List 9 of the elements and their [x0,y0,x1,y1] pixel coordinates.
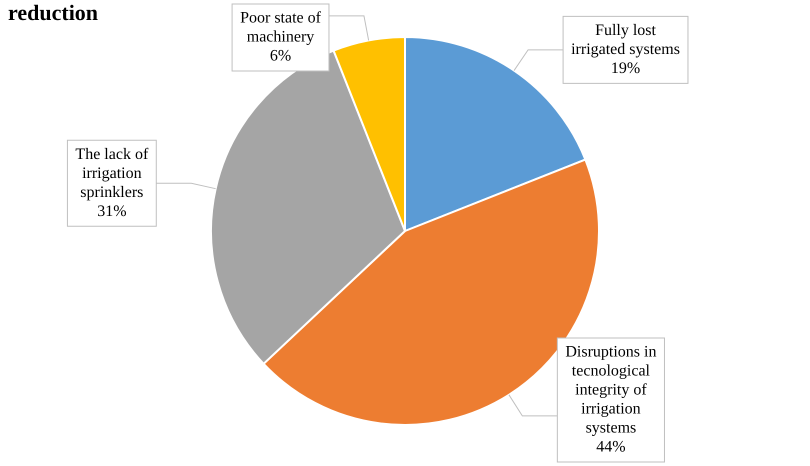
chart-title: reduction [4,0,102,26]
slice-label: Poor state of machinery [240,10,322,46]
data-label: 44% [596,438,626,456]
data-label: 6% [270,48,292,65]
slice-label: The lack of irrigation sprinklers [75,146,149,201]
slice-label: Disruptions in tecnological integrity of irrigation systems [565,344,656,437]
data-label: 19% [610,60,640,78]
data-label: 31% [97,202,127,220]
slice-label: Fully lost irrigated systems [571,22,680,58]
